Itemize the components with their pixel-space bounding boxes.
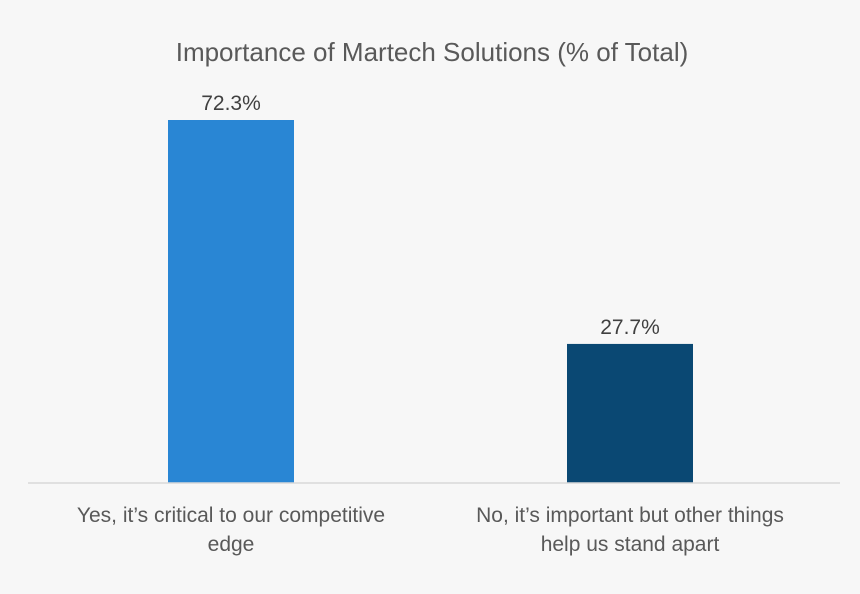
bar-1 (168, 120, 294, 483)
bars-group (168, 120, 693, 483)
chart-title: Importance of Martech Solutions (% of To… (176, 37, 689, 67)
category-label-1-line-2: edge (208, 533, 255, 556)
labels-group: 72.3% Yes, it’s critical to our competiti… (77, 92, 784, 556)
category-label-2-line-2: help us stand apart (541, 533, 720, 556)
bar-2 (567, 343, 693, 483)
value-label-1: 72.3% (201, 92, 261, 115)
category-label-1-line-1: Yes, it’s critical to our competitive (77, 504, 385, 527)
category-label-2-line-1: No, it’s important but other things (476, 504, 784, 527)
value-label-2: 27.7% (600, 316, 660, 339)
